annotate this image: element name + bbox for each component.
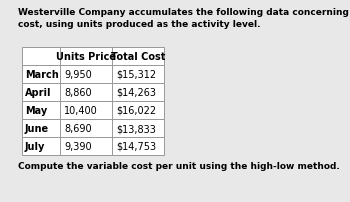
Text: 10,400: 10,400	[64, 105, 98, 115]
Text: $15,312: $15,312	[116, 70, 156, 80]
Text: 9,950: 9,950	[64, 70, 92, 80]
Text: June: June	[25, 123, 49, 133]
Bar	[112, 84, 164, 101]
Text: May: May	[25, 105, 47, 115]
Text: cost, using units produced as the activity level.: cost, using units produced as the activi…	[18, 20, 260, 29]
Text: $13,833: $13,833	[116, 123, 156, 133]
Bar	[60, 66, 112, 84]
Bar	[60, 119, 112, 137]
Bar	[112, 137, 164, 155]
Text: $16,022: $16,022	[116, 105, 156, 115]
Text: July: July	[25, 141, 46, 151]
Bar	[60, 48, 112, 66]
Bar	[60, 84, 112, 101]
Bar	[112, 119, 164, 137]
Text: 8,690: 8,690	[64, 123, 92, 133]
Bar	[22, 101, 60, 119]
Text: Units Price: Units Price	[56, 52, 116, 62]
Text: $14,753: $14,753	[116, 141, 156, 151]
Text: Compute the variable cost per unit using the high-low method.: Compute the variable cost per unit using…	[18, 161, 340, 170]
Bar	[60, 101, 112, 119]
Bar	[22, 66, 60, 84]
Bar	[112, 101, 164, 119]
Text: Westerville Company accumulates the following data concerning a mixed: Westerville Company accumulates the foll…	[18, 8, 350, 17]
Text: $14,263: $14,263	[116, 87, 156, 98]
Text: 8,860: 8,860	[64, 87, 92, 98]
Text: 9,390: 9,390	[64, 141, 92, 151]
Bar	[112, 48, 164, 66]
Bar	[22, 137, 60, 155]
Bar	[22, 48, 60, 66]
Text: March: March	[25, 70, 59, 80]
Text: Total Cost: Total Cost	[111, 52, 165, 62]
Bar	[22, 84, 60, 101]
Text: April: April	[25, 87, 51, 98]
Bar	[60, 137, 112, 155]
Bar	[112, 66, 164, 84]
Bar	[22, 119, 60, 137]
